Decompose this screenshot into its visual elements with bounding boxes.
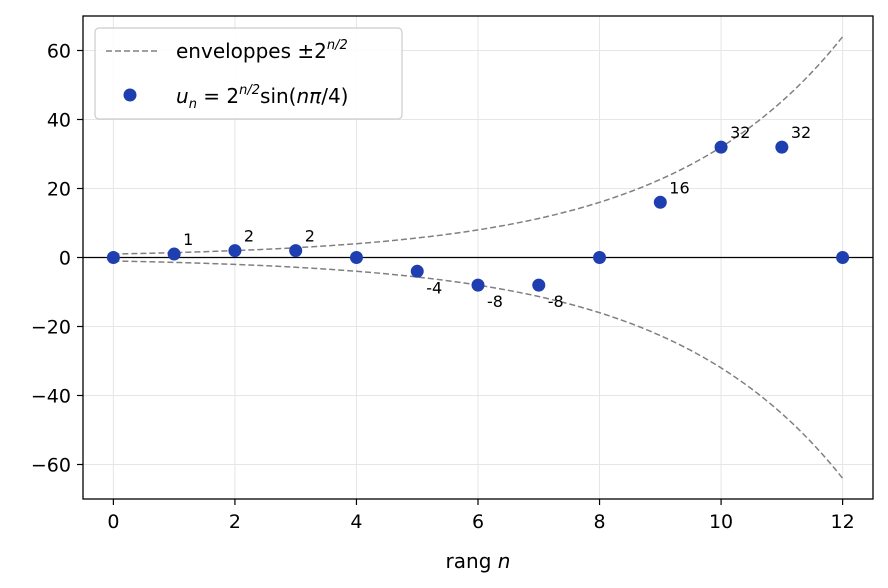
y-tick-label: −20 — [31, 317, 71, 339]
data-point — [653, 195, 667, 209]
data-point — [593, 251, 607, 264]
data-label: 32 — [791, 123, 811, 142]
y-tick-label: −40 — [31, 386, 71, 408]
data-point — [775, 140, 789, 154]
data-label: 16 — [669, 178, 689, 197]
legend-envelope-label: enveloppes ±2n/2 — [176, 38, 348, 63]
x-tick-label: 0 — [107, 511, 119, 533]
data-label: -8 — [487, 292, 503, 311]
data-points — [106, 140, 850, 292]
data-labels: 1 2 2 -4 -8 -8 16 32 32 — [183, 123, 811, 311]
x-tick-label: 4 — [350, 511, 362, 533]
data-label: 2 — [244, 227, 254, 246]
x-axis-title: rang n — [446, 549, 511, 573]
y-tick-label: 20 — [47, 179, 71, 201]
x-tick-label: 12 — [831, 511, 855, 533]
data-label: 1 — [183, 230, 193, 249]
legend: enveloppes ±2n/2 un = 2n/2sin(nπ/4) — [94, 27, 403, 120]
x-tick-label: 2 — [229, 511, 241, 533]
data-point — [228, 244, 242, 258]
data-label: 32 — [730, 123, 750, 142]
y-tick-label: 40 — [47, 110, 71, 132]
x-tick-label: 6 — [472, 511, 484, 533]
y-tick-label: 60 — [47, 41, 71, 63]
legend-points-swatch — [123, 88, 137, 102]
data-point — [349, 251, 363, 264]
data-point — [410, 264, 424, 278]
data-point — [167, 247, 181, 261]
data-point — [532, 278, 546, 292]
data-label: 2 — [305, 227, 315, 246]
data-label: -8 — [548, 292, 564, 311]
legend-points-label: un = 2n/2sin(nπ/4) — [176, 83, 348, 112]
y-tick-label: −60 — [31, 455, 71, 477]
x-tick-label: 8 — [593, 511, 605, 533]
data-point — [836, 251, 850, 264]
data-label: -4 — [426, 278, 442, 297]
x-tick-label: 10 — [709, 511, 733, 533]
data-point — [106, 251, 120, 264]
y-tick-label: 0 — [59, 248, 71, 270]
data-point — [714, 140, 728, 154]
data-point — [471, 278, 485, 292]
legend-box — [94, 27, 403, 120]
data-point — [289, 244, 303, 258]
